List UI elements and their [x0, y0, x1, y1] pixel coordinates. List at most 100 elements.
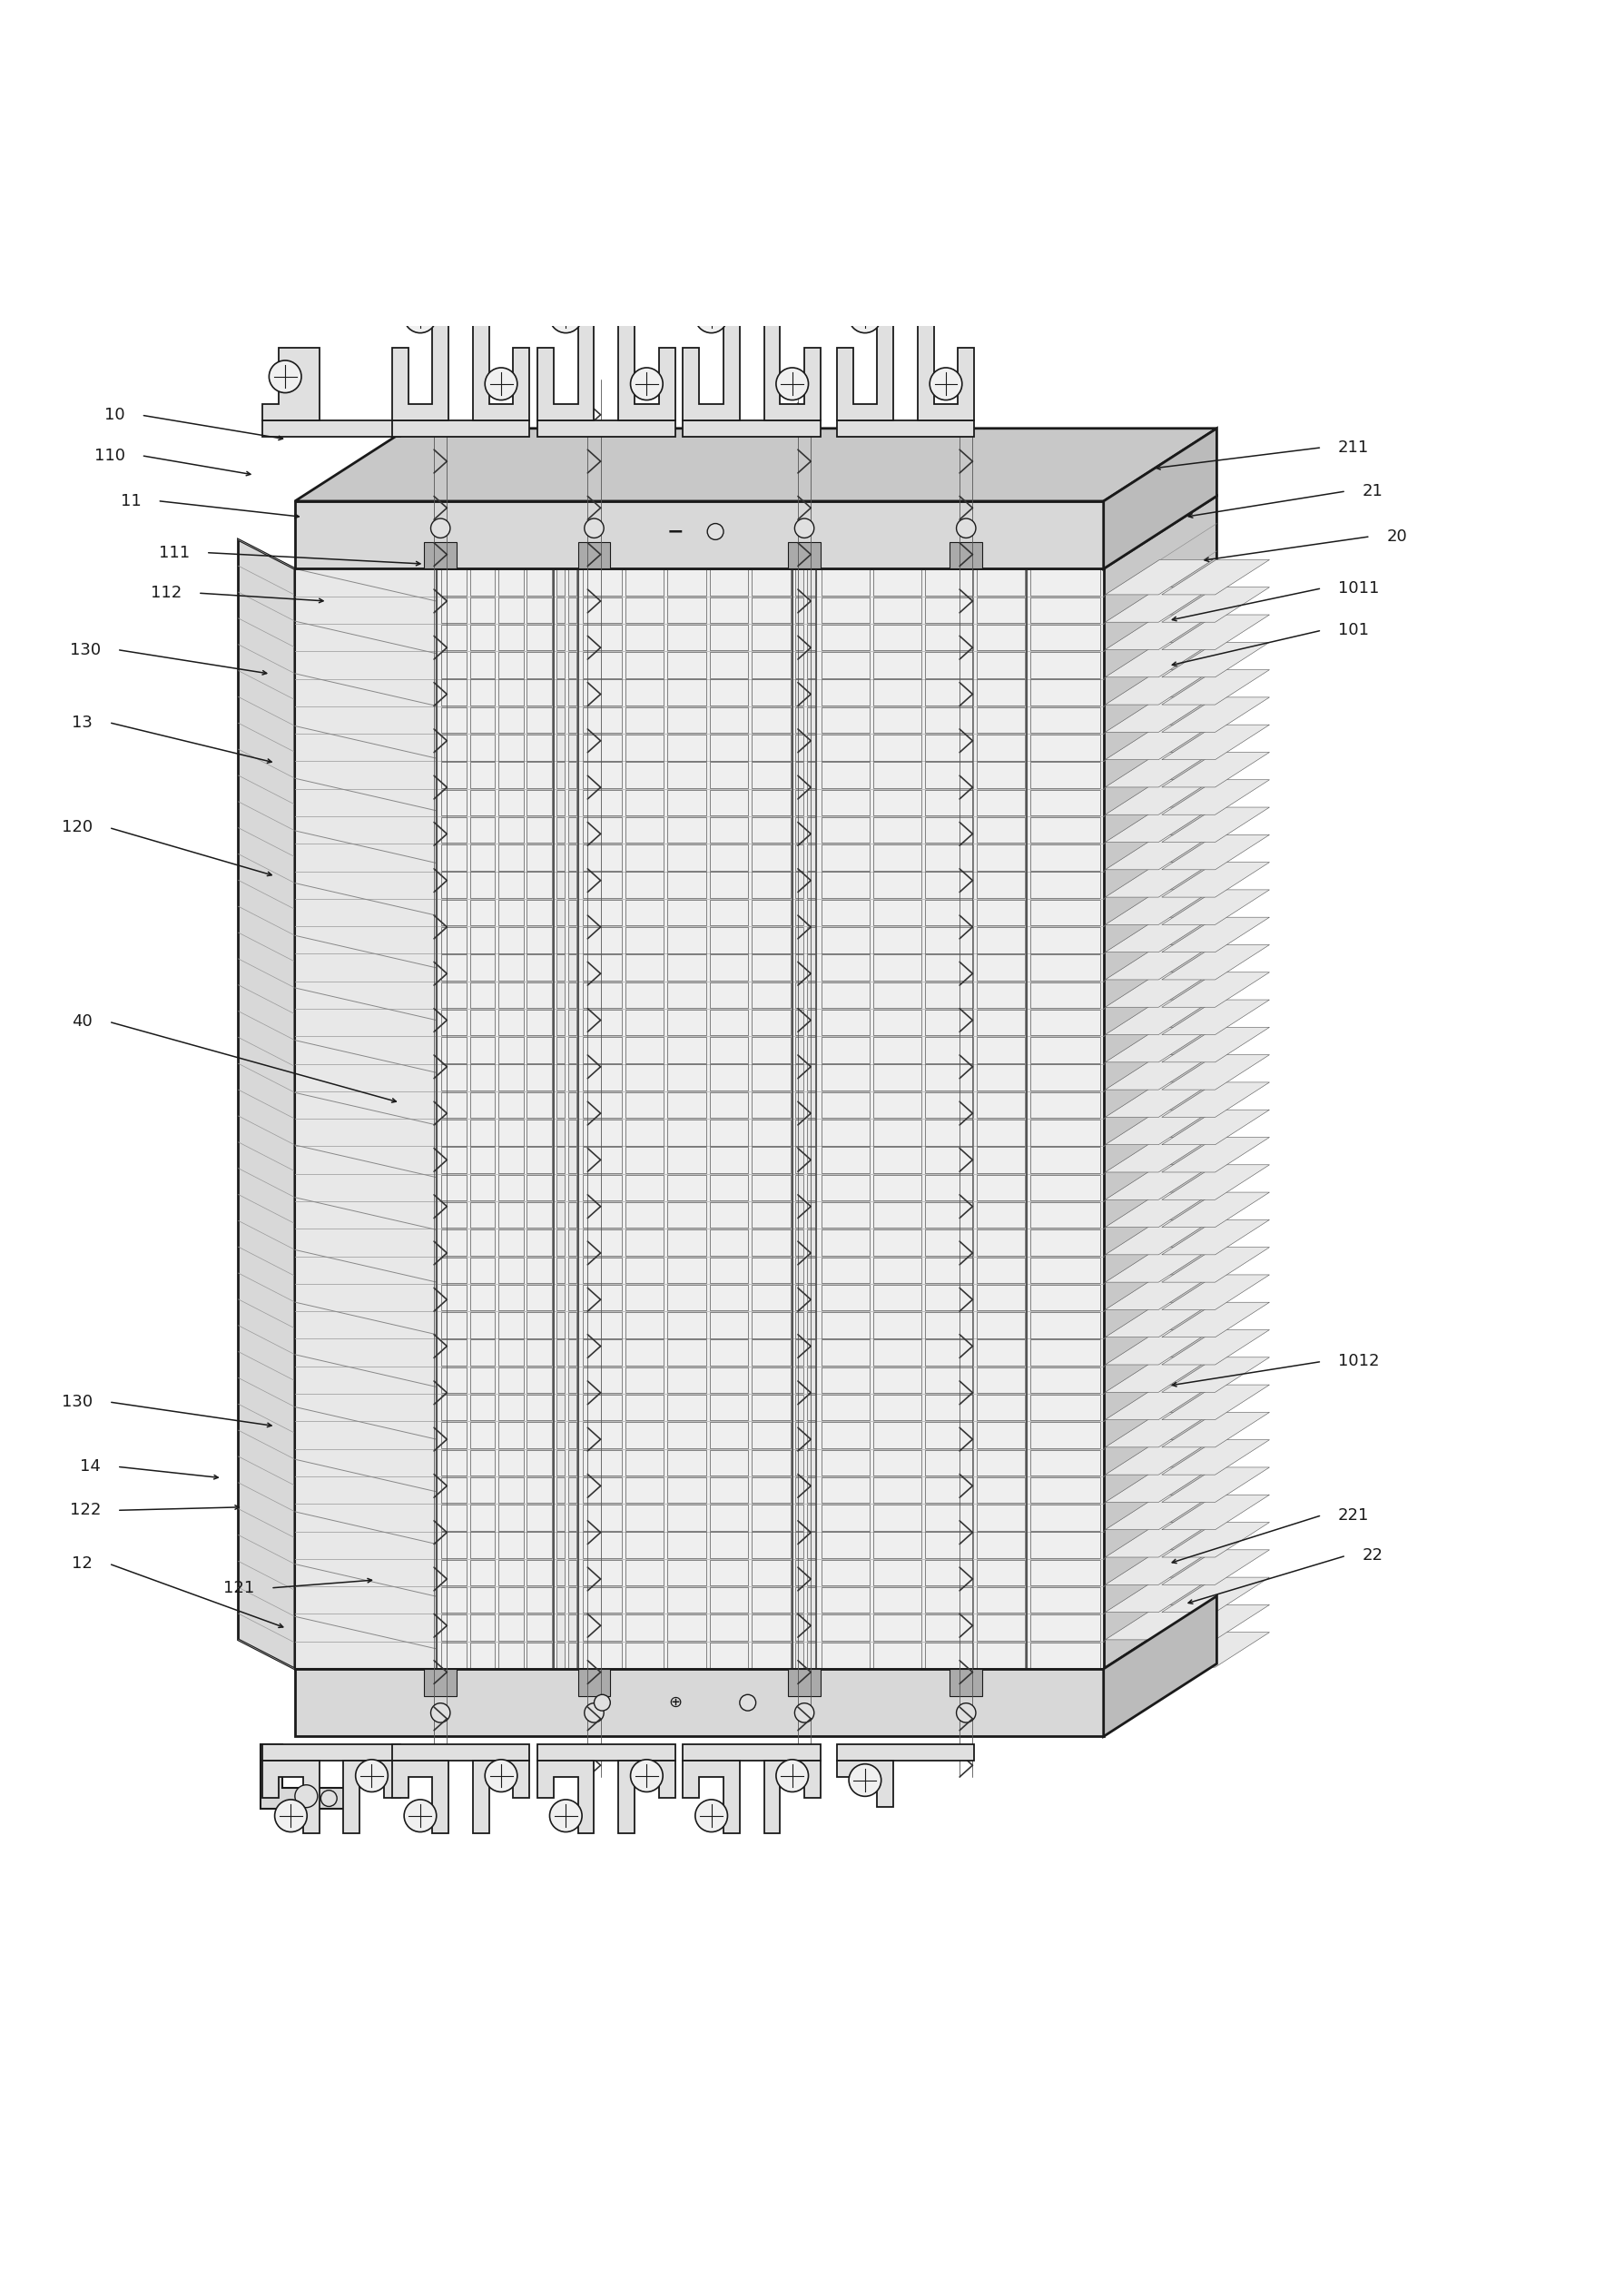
- Bar: [752, 899, 791, 926]
- Bar: [469, 763, 495, 788]
- Bar: [526, 1532, 552, 1557]
- Bar: [872, 1478, 921, 1503]
- Bar: [976, 1641, 1025, 1668]
- Bar: [820, 1587, 869, 1614]
- Text: 40: 40: [71, 1015, 93, 1031]
- Bar: [469, 1641, 495, 1668]
- Bar: [976, 1312, 1025, 1337]
- Bar: [820, 956, 869, 981]
- Bar: [1030, 651, 1099, 679]
- Polygon shape: [1161, 588, 1268, 622]
- Bar: [752, 1119, 791, 1146]
- Bar: [1030, 983, 1099, 1008]
- Bar: [469, 1010, 495, 1035]
- Bar: [710, 735, 749, 760]
- Bar: [807, 570, 814, 595]
- Bar: [625, 790, 664, 815]
- Bar: [807, 899, 814, 926]
- Bar: [583, 1174, 622, 1201]
- Bar: [710, 1258, 749, 1283]
- Bar: [820, 651, 869, 679]
- Bar: [807, 1587, 814, 1614]
- Bar: [526, 983, 552, 1008]
- Bar: [796, 983, 804, 1008]
- Bar: [583, 1421, 622, 1448]
- Bar: [710, 926, 749, 953]
- Bar: [796, 1312, 804, 1337]
- Bar: [625, 1614, 664, 1641]
- Text: 130: 130: [62, 1394, 93, 1410]
- Bar: [667, 1394, 706, 1421]
- Polygon shape: [1104, 944, 1212, 981]
- Polygon shape: [763, 286, 820, 420]
- Polygon shape: [788, 1668, 820, 1696]
- Bar: [1030, 735, 1099, 760]
- Polygon shape: [1161, 724, 1268, 760]
- Bar: [583, 1119, 622, 1146]
- Bar: [583, 956, 622, 981]
- Bar: [924, 1312, 973, 1337]
- Bar: [976, 706, 1025, 733]
- Polygon shape: [1161, 1028, 1268, 1062]
- Circle shape: [294, 1784, 317, 1807]
- Bar: [557, 1587, 565, 1614]
- Polygon shape: [682, 1746, 820, 1762]
- Bar: [583, 1010, 622, 1035]
- Bar: [924, 1505, 973, 1530]
- Bar: [976, 624, 1025, 651]
- Bar: [499, 1010, 523, 1035]
- Bar: [807, 1478, 814, 1503]
- Bar: [526, 679, 552, 706]
- Bar: [976, 1478, 1025, 1503]
- Bar: [625, 1065, 664, 1090]
- Bar: [796, 1505, 804, 1530]
- Bar: [499, 679, 523, 706]
- Polygon shape: [1104, 863, 1212, 897]
- Bar: [557, 899, 565, 926]
- Polygon shape: [263, 1746, 400, 1762]
- Bar: [872, 624, 921, 651]
- Bar: [526, 1587, 552, 1614]
- Bar: [752, 1203, 791, 1228]
- Bar: [442, 844, 466, 869]
- Bar: [807, 1065, 814, 1090]
- Bar: [820, 1203, 869, 1228]
- Bar: [807, 1505, 814, 1530]
- Bar: [667, 597, 706, 622]
- Bar: [872, 735, 921, 760]
- Bar: [710, 1559, 749, 1584]
- Bar: [924, 1478, 973, 1503]
- Bar: [976, 872, 1025, 899]
- Bar: [1030, 790, 1099, 815]
- Bar: [872, 1203, 921, 1228]
- Bar: [625, 679, 664, 706]
- Bar: [820, 1641, 869, 1668]
- Bar: [526, 844, 552, 869]
- Circle shape: [484, 1759, 516, 1791]
- Bar: [667, 1312, 706, 1337]
- Bar: [526, 763, 552, 788]
- Bar: [442, 1451, 466, 1476]
- Bar: [557, 926, 565, 953]
- Bar: [807, 926, 814, 953]
- Bar: [924, 1258, 973, 1283]
- Bar: [820, 570, 869, 595]
- Polygon shape: [682, 1762, 739, 1834]
- Bar: [1030, 1559, 1099, 1584]
- Bar: [924, 983, 973, 1008]
- Bar: [820, 1230, 869, 1255]
- Bar: [796, 706, 804, 733]
- Bar: [872, 872, 921, 899]
- Bar: [807, 844, 814, 869]
- Bar: [499, 817, 523, 842]
- Bar: [820, 1451, 869, 1476]
- Bar: [625, 735, 664, 760]
- Bar: [820, 817, 869, 842]
- Circle shape: [594, 1696, 611, 1712]
- Bar: [924, 1532, 973, 1557]
- Bar: [872, 983, 921, 1008]
- Bar: [752, 570, 791, 595]
- Polygon shape: [1104, 1276, 1212, 1310]
- Bar: [752, 1614, 791, 1641]
- Polygon shape: [1161, 1550, 1268, 1584]
